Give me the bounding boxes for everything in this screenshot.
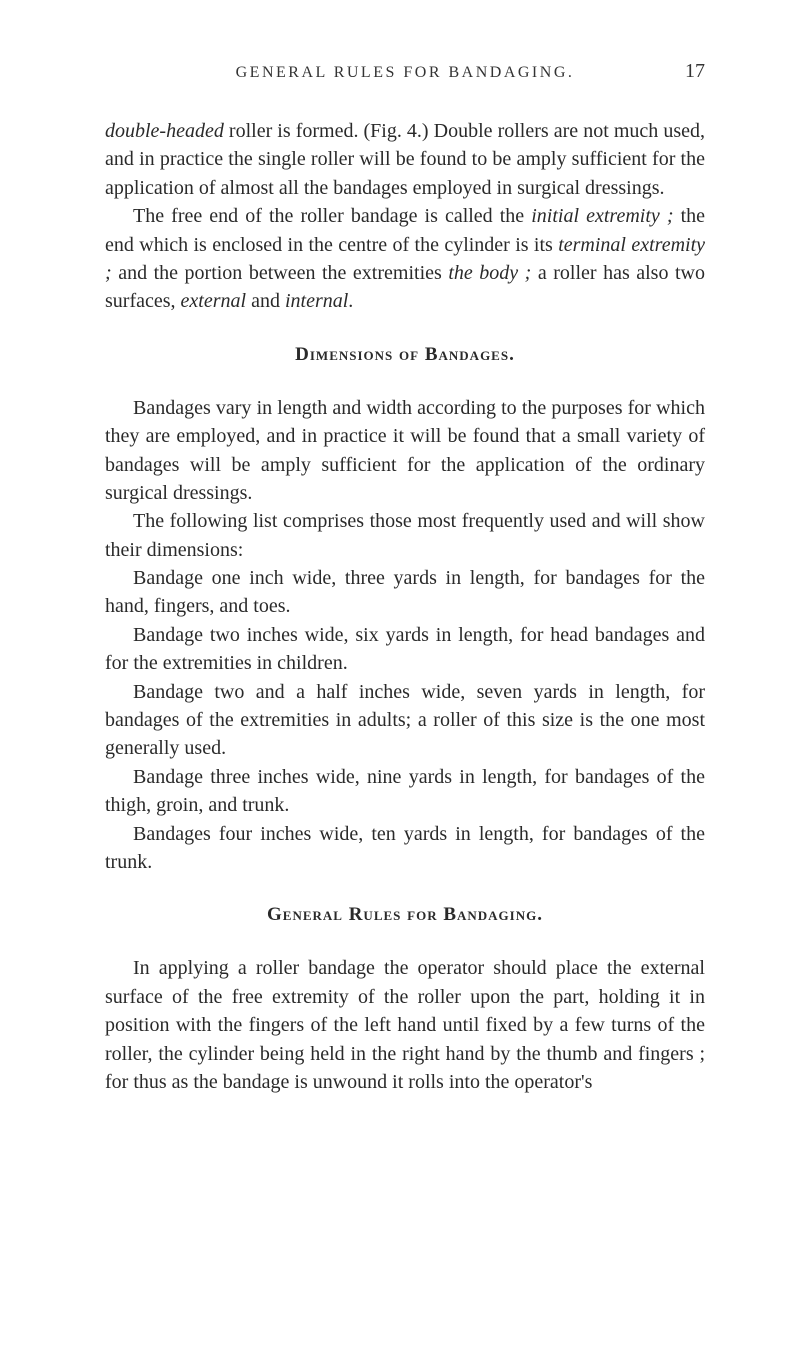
section-gap	[105, 316, 705, 344]
paragraph: Bandage one inch wide, three yards in le…	[105, 564, 705, 621]
paragraph: Bandages vary in length and width accord…	[105, 394, 705, 508]
section-heading-general-rules: General Rules for Bandaging.	[105, 904, 705, 926]
section-gap	[105, 876, 705, 904]
text-run: and	[246, 290, 285, 312]
section-gap	[105, 366, 705, 394]
section-gap	[105, 926, 705, 954]
paragraph: The following list comprises those most …	[105, 507, 705, 564]
section-heading-dimensions: Dimensions of Bandages.	[105, 344, 705, 366]
text-run: The free end of the roller bandage is ca…	[133, 205, 531, 227]
italic-term-internal: internal	[285, 290, 348, 312]
running-head-title: GENERAL RULES FOR BANDAGING.	[145, 64, 665, 82]
paragraph: Bandage two and a half inches wide, seve…	[105, 678, 705, 763]
paragraph: The free end of the roller bandage is ca…	[105, 202, 705, 316]
italic-term-double-headed: double-headed	[105, 120, 224, 142]
paragraph: Bandage three inches wide, nine yards in…	[105, 763, 705, 820]
running-head: GENERAL RULES FOR BANDAGING. 17	[105, 60, 705, 83]
page-number: 17	[665, 60, 705, 83]
text-run: and the portion between the extremities	[112, 262, 449, 284]
paragraph: In applying a roller bandage the operato…	[105, 954, 705, 1096]
paragraph-continuation: double-headed roller is formed. (Fig. 4.…	[105, 117, 705, 202]
paragraph: Bandage two inches wide, six yards in le…	[105, 621, 705, 678]
text-run: .	[348, 290, 353, 312]
italic-term-the-body: the body ;	[448, 262, 531, 284]
italic-term-external: external	[181, 290, 247, 312]
book-page: GENERAL RULES FOR BANDAGING. 17 double-h…	[0, 0, 800, 1358]
italic-term-initial-extremity: initial extremity ;	[531, 205, 673, 227]
paragraph: Bandages four inches wide, ten yards in …	[105, 820, 705, 877]
